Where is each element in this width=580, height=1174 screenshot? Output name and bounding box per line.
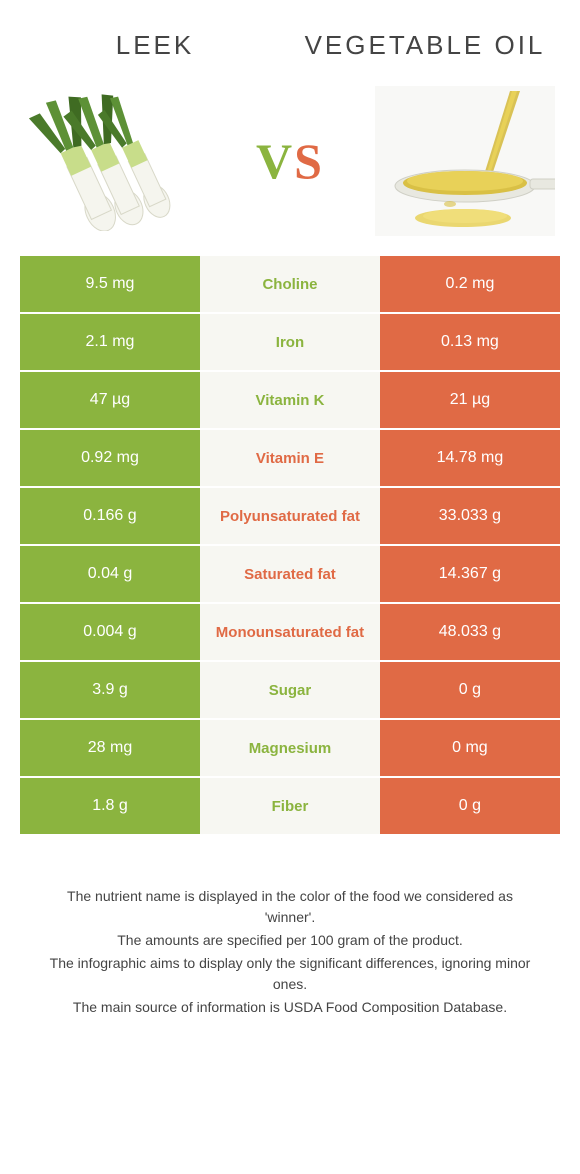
left-value-cell: 0.166 g xyxy=(20,488,200,544)
footer-line: The nutrient name is displayed in the co… xyxy=(40,886,540,928)
nutrient-label-cell: Vitamin E xyxy=(200,430,380,486)
table-row: 47 µgVitamin K21 µg xyxy=(20,372,560,428)
left-value-cell: 0.004 g xyxy=(20,604,200,660)
oil-image xyxy=(370,86,560,236)
nutrient-label-cell: Fiber xyxy=(200,778,380,834)
left-food-title: Leek xyxy=(34,30,277,61)
table-row: 0.04 gSaturated fat14.367 g xyxy=(20,546,560,602)
table-row: 3.9 gSugar0 g xyxy=(20,662,560,718)
vs-v-letter: V xyxy=(256,133,294,189)
table-row: 2.1 mgIron0.13 mg xyxy=(20,314,560,370)
right-value-cell: 0 g xyxy=(380,662,560,718)
right-value-cell: 0.2 mg xyxy=(380,256,560,312)
table-row: 0.004 gMonounsaturated fat48.033 g xyxy=(20,604,560,660)
nutrient-label-cell: Saturated fat xyxy=(200,546,380,602)
footer-line: The main source of information is USDA F… xyxy=(40,997,540,1018)
footer-notes: The nutrient name is displayed in the co… xyxy=(0,836,580,1040)
table-row: 9.5 mgCholine0.2 mg xyxy=(20,256,560,312)
nutrient-label-cell: Vitamin K xyxy=(200,372,380,428)
table-row: 0.92 mgVitamin E14.78 mg xyxy=(20,430,560,486)
leek-image xyxy=(20,86,210,236)
right-value-cell: 0 g xyxy=(380,778,560,834)
left-value-cell: 2.1 mg xyxy=(20,314,200,370)
left-value-cell: 9.5 mg xyxy=(20,256,200,312)
left-value-cell: 28 mg xyxy=(20,720,200,776)
header: Leek Vegetable oil xyxy=(0,0,580,76)
right-value-cell: 0.13 mg xyxy=(380,314,560,370)
oil-icon xyxy=(375,86,555,236)
left-value-cell: 47 µg xyxy=(20,372,200,428)
vs-label: VS xyxy=(256,132,324,190)
footer-line: The amounts are specified per 100 gram o… xyxy=(40,930,540,951)
nutrient-label-cell: Sugar xyxy=(200,662,380,718)
nutrient-label-cell: Polyunsaturated fat xyxy=(200,488,380,544)
nutrient-label-cell: Magnesium xyxy=(200,720,380,776)
right-value-cell: 21 µg xyxy=(380,372,560,428)
right-food-title: Vegetable oil xyxy=(304,30,547,61)
leek-icon xyxy=(25,91,205,231)
table-row: 28 mgMagnesium0 mg xyxy=(20,720,560,776)
right-value-cell: 14.367 g xyxy=(380,546,560,602)
nutrient-label-cell: Choline xyxy=(200,256,380,312)
right-value-cell: 14.78 mg xyxy=(380,430,560,486)
nutrient-label-cell: Iron xyxy=(200,314,380,370)
nutrient-label-cell: Monounsaturated fat xyxy=(200,604,380,660)
left-value-cell: 3.9 g xyxy=(20,662,200,718)
vs-s-letter: S xyxy=(294,133,324,189)
left-value-cell: 0.04 g xyxy=(20,546,200,602)
left-value-cell: 1.8 g xyxy=(20,778,200,834)
right-value-cell: 48.033 g xyxy=(380,604,560,660)
table-row: 0.166 gPolyunsaturated fat33.033 g xyxy=(20,488,560,544)
images-row: VS xyxy=(0,76,580,256)
nutrient-table: 9.5 mgCholine0.2 mg2.1 mgIron0.13 mg47 µ… xyxy=(20,256,560,834)
footer-line: The infographic aims to display only the… xyxy=(40,953,540,995)
left-value-cell: 0.92 mg xyxy=(20,430,200,486)
right-value-cell: 0 mg xyxy=(380,720,560,776)
right-value-cell: 33.033 g xyxy=(380,488,560,544)
table-row: 1.8 gFiber0 g xyxy=(20,778,560,834)
